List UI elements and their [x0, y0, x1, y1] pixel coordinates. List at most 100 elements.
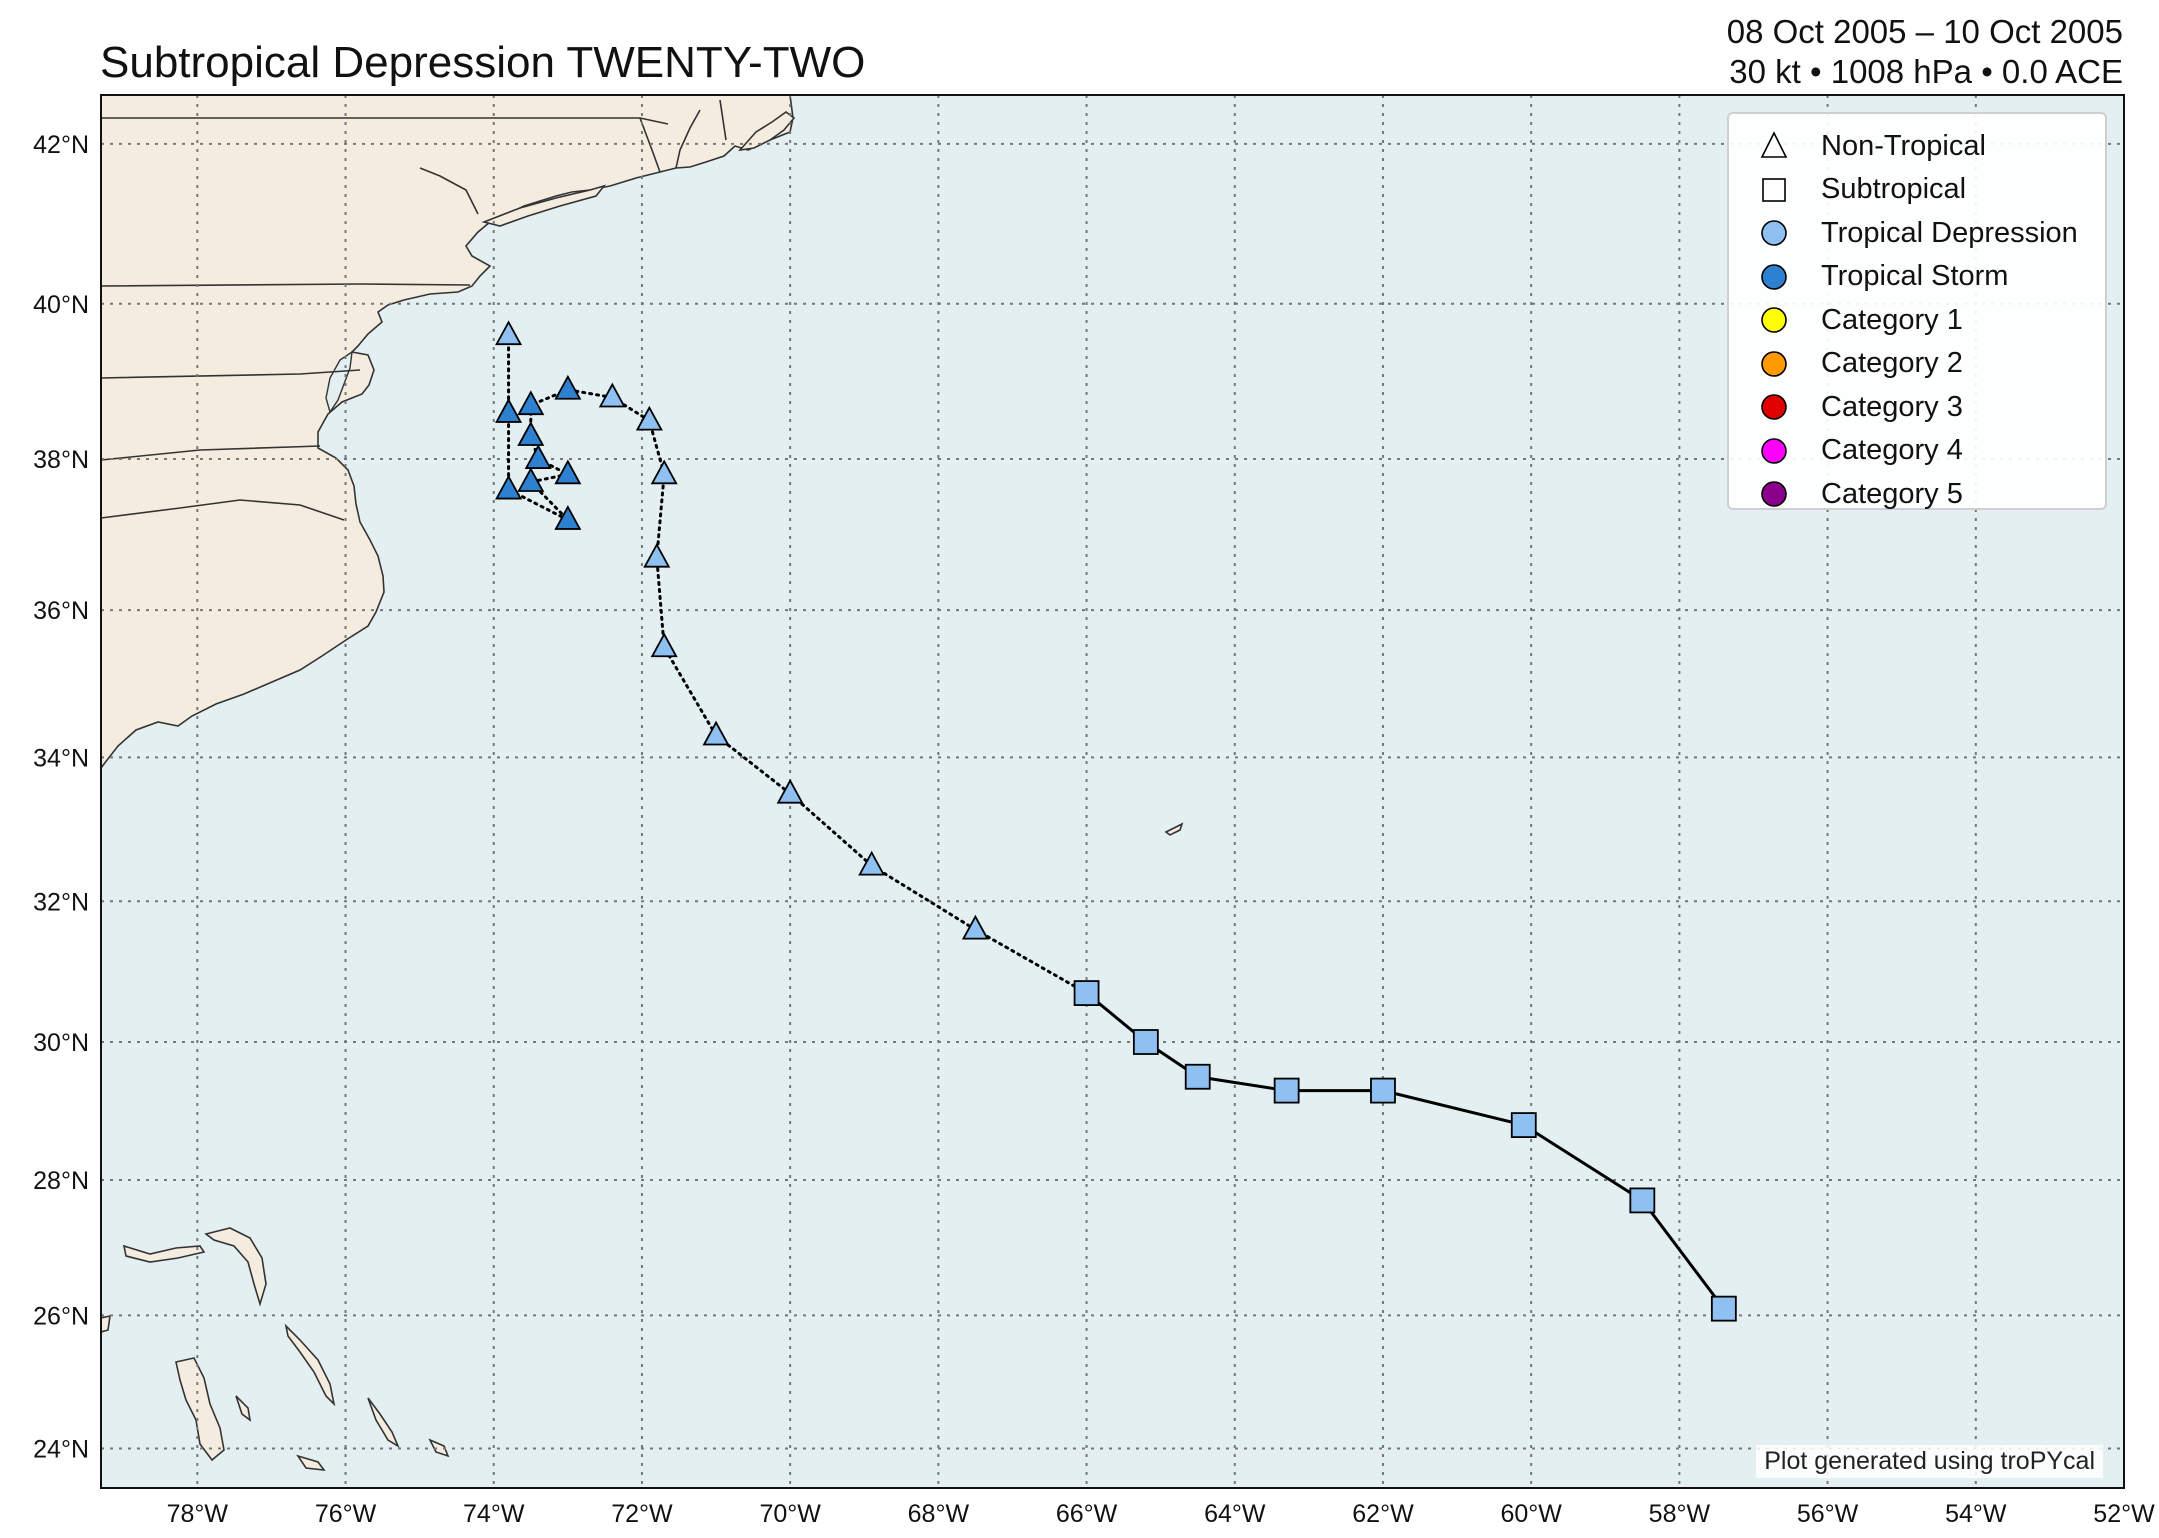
- lat-tick-label: 32°N: [33, 888, 89, 916]
- track-point-nontropical: [495, 474, 523, 500]
- circle-icon: [1761, 437, 1787, 464]
- track-segment: [1381, 1089, 1526, 1127]
- circle-icon: [1761, 307, 1787, 333]
- lat-tick-label: 34°N: [33, 744, 89, 772]
- track-segment: [662, 645, 718, 738]
- legend-label: Category 1: [1821, 303, 1963, 336]
- track-point-nontropical: [495, 320, 523, 346]
- legend-item: Category 1: [1757, 302, 1963, 338]
- track-point-nontropical: [517, 390, 545, 416]
- square-icon: [1762, 177, 1786, 202]
- track-point-nontropical: [495, 398, 523, 423]
- storm-stats: 30 kt • 1008 hPa • 0.0 ACE: [1729, 53, 2123, 90]
- legend-item: Non-Tropical: [1757, 128, 1986, 164]
- lat-tick-label: 42°N: [33, 131, 89, 159]
- lon-tick-label: 64°W: [1204, 1500, 1266, 1528]
- lon-tick-label: 70°W: [759, 1500, 821, 1528]
- lon-tick-label: 58°W: [1649, 1500, 1711, 1528]
- track-segment: [1196, 1075, 1289, 1093]
- lon-tick-label: 54°W: [1945, 1500, 2007, 1528]
- track-segment: [1640, 1198, 1726, 1311]
- land-layer: [101, 95, 1184, 1471]
- lon-tick-label: 62°W: [1352, 1500, 1414, 1528]
- tick-labels: 78°W 76°W 74°W 72°W 70°W 68°W 66°W 64°W 62°W 60°W…: [33, 131, 2155, 1528]
- track-point-subtropical: [1184, 1063, 1211, 1090]
- circle-icon: [1761, 481, 1787, 507]
- track-point-nontropical: [702, 720, 730, 746]
- track-point-nontropical: [554, 505, 582, 530]
- track-segment: [655, 472, 666, 560]
- long-island-land: [481, 184, 607, 227]
- legend-item: Subtropical: [1757, 172, 1966, 208]
- legend-label: Category 5: [1821, 477, 1963, 510]
- legend-item: Category 4: [1757, 433, 1963, 469]
- lon-tick-label: 66°W: [1056, 1500, 1118, 1528]
- track-point-nontropical: [961, 914, 989, 940]
- map-title: Subtropical Depression TWENTY-TWO: [100, 38, 866, 87]
- track-point-nontropical: [598, 382, 626, 408]
- track-point-nontropical: [643, 542, 671, 568]
- legend: Non-Tropical Subtropical Tropical Depressi…: [1727, 112, 2107, 510]
- track-segment: [1522, 1123, 1644, 1202]
- track-point-subtropical: [1710, 1295, 1737, 1322]
- lat-tick-label: 38°N: [33, 446, 89, 474]
- track-point-nontropical: [517, 467, 545, 492]
- lon-tick-label: 76°W: [315, 1500, 377, 1528]
- track-segment: [870, 864, 977, 932]
- track-point-nontropical: [517, 421, 545, 446]
- lat-tick-label: 26°N: [33, 1302, 89, 1330]
- legend-item: Tropical Depression: [1757, 215, 2078, 251]
- track-point-nontropical: [635, 405, 663, 431]
- legend-label: Category 2: [1821, 347, 1963, 379]
- lon-tick-label: 52°W: [2093, 1500, 2155, 1528]
- legend-item: Category 3: [1757, 389, 1963, 425]
- lon-tick-label: 72°W: [611, 1500, 673, 1528]
- track-point-nontropical: [858, 850, 886, 876]
- track-point-subtropical: [1273, 1077, 1300, 1104]
- bermuda-island: [1164, 822, 1184, 836]
- credit-text: Plot generated using troPYcal: [1756, 1445, 2103, 1478]
- lat-tick-label: 36°N: [33, 597, 89, 625]
- lat-tick-label: 30°N: [33, 1029, 89, 1057]
- track-points: [495, 320, 1737, 1322]
- track-point-nontropical: [650, 632, 678, 658]
- circle-icon: [1761, 263, 1787, 290]
- track-point-nontropical: [776, 778, 804, 804]
- track-point-nontropical: [554, 459, 582, 485]
- track-segment: [655, 556, 666, 649]
- track-point-subtropical: [1370, 1077, 1396, 1104]
- track-point-nontropical: [650, 459, 678, 485]
- lon-tick-label: 78°W: [167, 1500, 229, 1528]
- us-east-coast-land: [101, 95, 794, 770]
- circle-icon: [1761, 394, 1787, 420]
- legend-label: Tropical Depression: [1821, 216, 2078, 249]
- track-segment: [973, 928, 1089, 995]
- legend-label: Tropical Storm: [1821, 260, 2009, 292]
- circle-icon: [1761, 350, 1787, 377]
- legend-item: Category 5: [1757, 476, 1963, 512]
- track-point-subtropical: [1073, 980, 1100, 1006]
- track-point-nontropical: [524, 444, 552, 469]
- legend-label: Category 3: [1821, 390, 1963, 423]
- legend-label: Non-Tropical: [1821, 129, 1986, 162]
- map-frame: [100, 94, 2125, 1489]
- lon-tick-label: 56°W: [1797, 1500, 1859, 1528]
- lon-tick-label: 60°W: [1500, 1500, 1562, 1528]
- lat-tick-label: 24°N: [33, 1435, 89, 1463]
- bahamas-islands: [101, 1227, 450, 1471]
- lat-tick-label: 28°N: [33, 1167, 89, 1195]
- circle-icon: [1761, 220, 1787, 246]
- track-segment: [788, 792, 874, 868]
- state-borders: [101, 99, 727, 521]
- lon-tick-label: 74°W: [463, 1500, 525, 1528]
- track-point-nontropical: [554, 374, 582, 400]
- legend-label: Category 4: [1821, 434, 1963, 466]
- lat-tick-label: 40°N: [33, 291, 89, 319]
- legend-item: Tropical Storm: [1757, 259, 2008, 295]
- triangle-icon: [1760, 131, 1788, 158]
- track-point-subtropical: [1629, 1187, 1656, 1214]
- lon-tick-label: 68°W: [908, 1500, 970, 1528]
- track-point-subtropical: [1132, 1029, 1159, 1055]
- legend-item: Category 2: [1757, 346, 1963, 382]
- legend-label: Subtropical: [1821, 173, 1967, 205]
